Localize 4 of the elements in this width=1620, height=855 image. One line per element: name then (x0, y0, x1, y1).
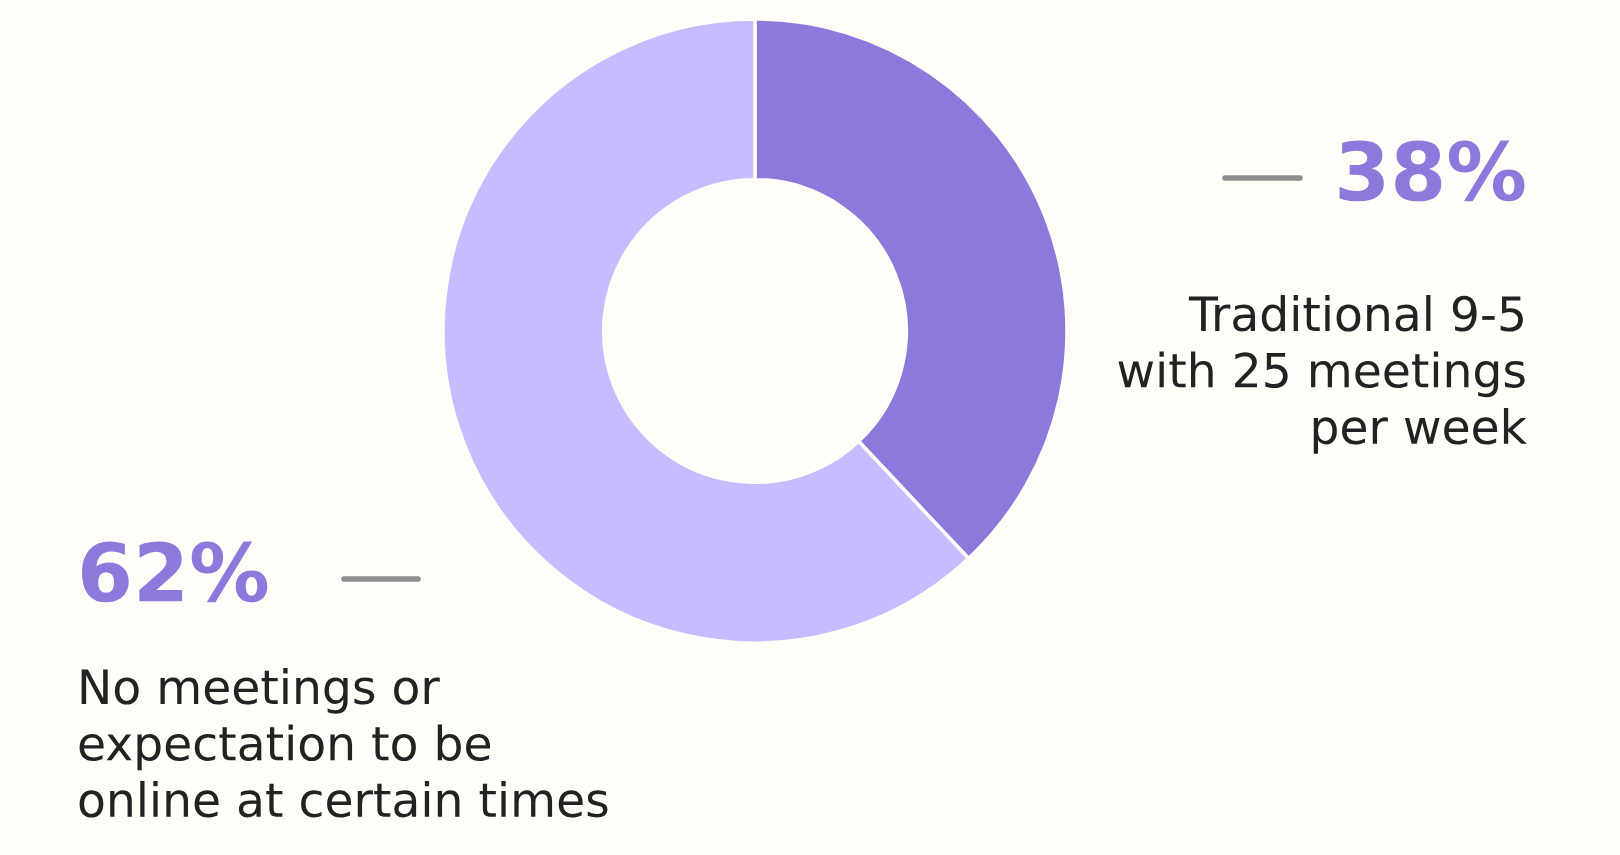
data-label: 62% (82, 541, 268, 603)
slice-label: Traditional 9-5 with 25 meetings per week (1118, 295, 1527, 454)
slice-label: No meetings or expectation to be online at certain times (79, 668, 608, 818)
data-label: 38% (1339, 140, 1525, 202)
